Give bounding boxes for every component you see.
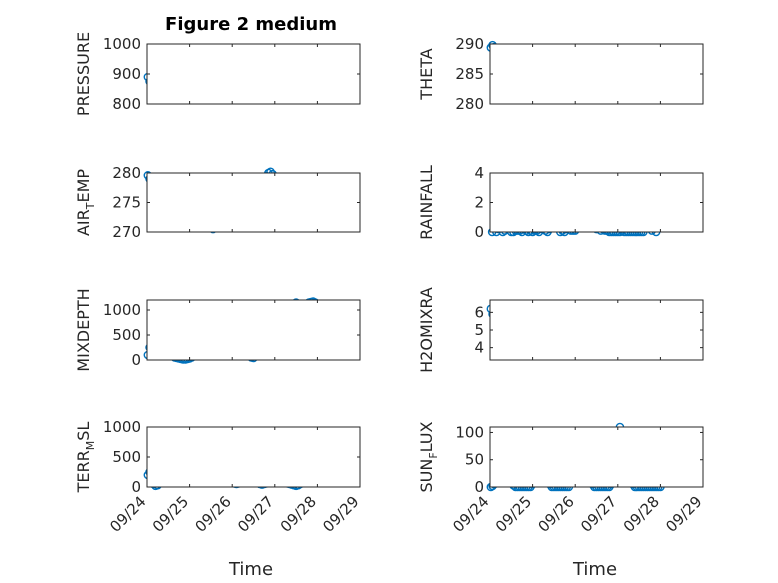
chart-theta-y-tick-label: 285 xyxy=(455,65,484,83)
chart-mixdepth-frame xyxy=(146,299,361,361)
chart-theta: 280 285 290 THETA xyxy=(417,35,704,113)
chart-sun-flux-frame xyxy=(489,426,704,488)
chart-sun-flux-x-tick-label: 09/25 xyxy=(492,493,535,536)
chart-rainfall-frame xyxy=(489,172,704,233)
chart-pressure-y-label: PRESSURE xyxy=(74,32,93,116)
chart-h2omixra-y-tick-label: 6 xyxy=(474,303,484,321)
chart-rainfall-y-tick-label: 0 xyxy=(474,223,484,241)
chart-mixdepth-y-tick-label: 1000 xyxy=(103,301,141,319)
chart-rainfall-y-tick-label: 2 xyxy=(474,194,484,212)
chart-terr-msl: 0 500 1000 09/24 09/25 09/26 09/27 09/28 09/29 TE… xyxy=(74,418,363,536)
chart-theta-frame xyxy=(489,43,704,105)
chart-terr-msl-y-tick-label: 0 xyxy=(131,478,141,496)
chart-sun-flux-x-tick-label: 09/29 xyxy=(662,493,705,536)
chart-rainfall-y-label: RAINFALL xyxy=(417,165,436,240)
chart-terr-msl-y-axis: 0 500 1000 xyxy=(103,418,360,496)
chart-air-temp-y-axis: 270 275 280 xyxy=(112,164,360,241)
figure-title: Figure 2 medium xyxy=(165,14,337,35)
chart-sun-flux-y-label: SUNFLUX xyxy=(417,421,440,492)
chart-rainfall: 0 2 4 RAINFALL xyxy=(417,164,704,241)
chart-h2omixra-y-tick-label: 4 xyxy=(474,339,484,357)
chart-sun-flux: 0 50 100 09/24 09/25 09/26 09/27 09/28 09/29 SUNF… xyxy=(417,421,706,535)
chart-terr-msl-x-tick-label: 09/25 xyxy=(149,493,192,536)
chart-mixdepth-y-axis: 0 500 1000 xyxy=(103,301,360,369)
chart-sun-flux-y-tick-label: 0 xyxy=(474,478,484,496)
chart-pressure-y-tick-label: 800 xyxy=(112,95,141,113)
chart-mixdepth: 0 500 1000 MIXDEPTH xyxy=(74,288,361,372)
chart-pressure-y-axis: 800 900 1000 xyxy=(103,35,360,113)
chart-h2omixra: 456 H2OMIXRA xyxy=(417,287,704,373)
chart-pressure-y-tick-label: 900 xyxy=(112,65,141,83)
x-axis-label-left: Time xyxy=(228,559,273,580)
chart-terr-msl-x-tick-label: 09/26 xyxy=(191,493,234,536)
x-axis-label-right: Time xyxy=(572,559,617,580)
chart-h2omixra-y-label: H2OMIXRA xyxy=(417,287,436,373)
chart-terr-msl-x-tick-label: 09/24 xyxy=(106,493,149,536)
chart-terr-msl-x-tick-label: 09/29 xyxy=(319,493,362,536)
chart-theta-x-axis xyxy=(489,44,704,104)
chart-h2omixra-x-axis xyxy=(489,300,704,360)
chart-terr-msl-x-tick-label: 09/28 xyxy=(277,493,320,536)
chart-pressure-y-tick-label: 1000 xyxy=(103,35,141,53)
chart-terr-msl-y-label: TERRMSL xyxy=(74,422,97,494)
chart-sun-flux-y-axis: 0 50 100 xyxy=(455,423,703,496)
chart-air-temp-frame xyxy=(146,172,361,233)
chart-h2omixra-y-axis: 456 xyxy=(474,303,703,357)
chart-theta-y-tick-label: 290 xyxy=(455,35,484,53)
chart-sun-flux-x-tick-label: 09/26 xyxy=(534,493,577,536)
chart-terr-msl-y-tick-label: 500 xyxy=(112,448,141,466)
chart-air-temp-x-axis xyxy=(146,173,361,232)
chart-pressure: 800 900 1000 PRESSURE xyxy=(74,32,361,116)
chart-rainfall-y-tick-label: 4 xyxy=(474,164,484,182)
chart-mixdepth-x-axis xyxy=(146,300,361,360)
chart-theta-y-axis: 280 285 290 xyxy=(455,35,703,113)
chart-air-temp-y-label: AIRTEMP xyxy=(74,169,97,236)
chart-rainfall-x-axis xyxy=(489,173,704,232)
chart-air-temp-y-tick-label: 280 xyxy=(112,164,141,182)
chart-mixdepth-y-tick-label: 0 xyxy=(131,351,141,369)
chart-h2omixra-y-tick-label: 5 xyxy=(474,321,484,339)
chart-terr-msl-frame xyxy=(146,426,361,488)
chart-terr-msl-x-tick-label: 09/27 xyxy=(234,493,277,536)
chart-air-temp-y-tick-label: 270 xyxy=(112,223,141,241)
chart-air-temp-y-tick-label: 275 xyxy=(112,194,141,212)
chart-sun-flux-x-tick-label: 09/28 xyxy=(620,493,663,536)
chart-pressure-x-axis xyxy=(146,44,361,104)
chart-sun-flux-y-tick-label: 100 xyxy=(455,423,484,441)
chart-sun-flux-y-tick-label: 50 xyxy=(465,451,484,469)
chart-sun-flux-x-tick-label: 09/24 xyxy=(449,493,492,536)
chart-h2omixra-frame xyxy=(489,299,704,361)
chart-mixdepth-y-label: MIXDEPTH xyxy=(74,288,93,371)
chart-pressure-frame xyxy=(146,43,361,105)
chart-theta-y-tick-label: 280 xyxy=(455,95,484,113)
chart-terr-msl-y-tick-label: 1000 xyxy=(103,418,141,436)
chart-theta-y-label: THETA xyxy=(417,48,436,100)
chart-mixdepth-y-tick-label: 500 xyxy=(112,326,141,344)
chart-air-temp: 270 275 280 AIRTEMP xyxy=(74,164,361,241)
chart-sun-flux-x-tick-label: 09/27 xyxy=(577,493,620,536)
